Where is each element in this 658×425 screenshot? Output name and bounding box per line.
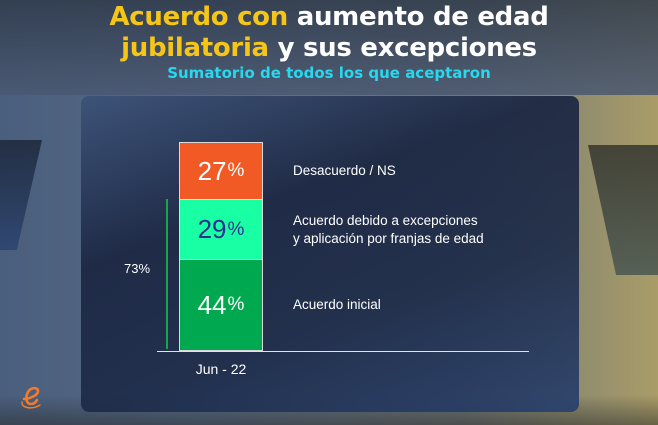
chart-panel [81,96,579,412]
legend-excepciones: Acuerdo debido a excepciones y aplicació… [293,212,484,248]
title-rest-2: y sus excepciones [268,33,538,63]
segment-value: 44 [197,289,227,320]
title-highlight-2: jubilatoria [121,33,269,63]
segment-pct: % [227,160,245,181]
legend-inicial: Acuerdo inicial [293,296,381,314]
title-line-1: Acuerdo con aumento de edad [0,2,658,33]
legend-label-line-1: Acuerdo debido a excepciones [293,213,478,228]
title-rest-1: aumento de edad [287,2,549,32]
title-highlight-1: Acuerdo con [109,2,288,32]
e-logo-icon [18,382,46,410]
legend-label: Desacuerdo / NS [293,163,396,178]
background-top [0,0,658,95]
legend-label-line-2: y aplicación por franjas de edad [293,231,484,246]
legend-label: Acuerdo inicial [293,297,381,312]
segment-pct: % [227,294,245,315]
x-axis-label: Jun - 22 [195,361,247,377]
x-axis-line [157,351,529,352]
chart-subtitle: Sumatorio de todos los que aceptaron [167,64,491,82]
chart-title: Acuerdo con aumento de edad jubilatoria … [0,2,658,64]
bar-segment-desacuerdo: 27% [180,143,262,200]
segment-pct: % [227,218,245,240]
stacked-bar: 27% 29% 44% [179,142,263,351]
legend-desacuerdo: Desacuerdo / NS [293,162,396,180]
agreement-total-label: 73% [124,261,151,276]
background-window-left [0,140,42,250]
title-line-2: jubilatoria y sus excepciones [0,33,658,64]
background-window-right [588,145,658,275]
bar-segment-inicial: 44% [180,260,262,350]
segment-value: 27 [197,155,227,186]
agreement-bracket-line [166,199,168,349]
segment-value: 29 [197,214,227,244]
bar-segment-excepciones: 29% [180,200,262,260]
